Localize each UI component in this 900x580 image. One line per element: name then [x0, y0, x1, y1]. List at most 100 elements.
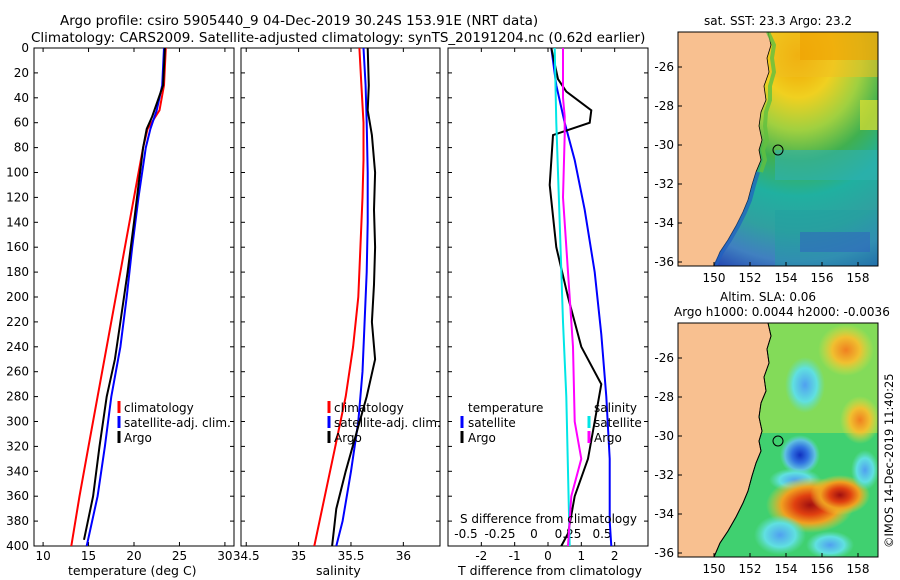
- x-tick-label: 2: [611, 549, 619, 563]
- legend-s-argo: Argo: [594, 431, 622, 445]
- x-tick-label: 20: [126, 549, 141, 563]
- map-y-tick-label: -36: [654, 255, 674, 269]
- sla-argo-location-marker: [772, 435, 784, 447]
- legend-argo: Argo: [334, 431, 362, 445]
- s-diff-tick-label: 0.5: [592, 527, 611, 541]
- temperature-series: [70, 48, 167, 546]
- temperature-panel: [33, 47, 235, 547]
- x-tick-labels: 10 15 20 25 30 34.5 35 35.5 36 -2 -1 0 1 2 -0.5 -0.25 0 0…: [35, 527, 618, 563]
- s-diff-tick-label: -0.5: [454, 527, 477, 541]
- depth-tick-label: 40: [14, 91, 29, 105]
- depth-tick-label: 140: [6, 215, 29, 229]
- depth-tick-label: 260: [6, 365, 29, 379]
- x-tick-label: 10: [35, 549, 50, 563]
- legend-climatology: climatology: [334, 401, 404, 415]
- depth-tick-label: 0: [21, 41, 29, 55]
- series-line-climatology: [70, 48, 167, 546]
- map-x-tick-label: 150: [703, 562, 726, 576]
- sla-map-title-line2: Argo h1000: 0.0044 h2000: -0.0036: [674, 305, 890, 319]
- map-y-tick-label: -36: [654, 546, 674, 560]
- sla-map-ticks: -26 -28 -30 -32 -34 -36 150 152 154 156 158: [654, 351, 869, 576]
- depth-tick-label: 240: [6, 340, 29, 354]
- depth-tick-label: 160: [6, 240, 29, 254]
- sla-map-title-line1: Altim. SLA: 0.06: [720, 290, 816, 304]
- map-x-tick-label: 158: [847, 271, 870, 285]
- difference-legend: temperature salinity satellite Argo sate…: [460, 401, 642, 445]
- depth-tick-label: 220: [6, 315, 29, 329]
- depth-tick-label: 60: [14, 116, 29, 130]
- legend-s-satellite: satellite: [594, 416, 642, 430]
- salinity-series: [313, 48, 377, 546]
- sst-coastal-strip: [759, 32, 777, 173]
- map-x-tick-label: 152: [739, 562, 762, 576]
- salinity-legend: climatology satellite-adj. clim. Argo: [327, 401, 441, 445]
- difference-xlabel-top: S difference from climatology: [460, 512, 637, 526]
- map-y-tick-label: -28: [654, 390, 674, 404]
- s-diff-tick-label: -0.25: [484, 527, 515, 541]
- legend-satellite-adj: satellite-adj. clim.: [124, 416, 231, 430]
- series-line-s-argo: [561, 48, 583, 546]
- map-y-tick-label: -26: [654, 60, 674, 74]
- map-y-tick-label: -30: [654, 429, 674, 443]
- series-line-argo: [83, 48, 166, 541]
- map-x-tick-label: 154: [775, 562, 798, 576]
- x-tick-label: 0: [544, 549, 552, 563]
- depth-tick-label: 100: [6, 166, 29, 180]
- figure-title-line2: Climatology: CARS2009. Satellite-adjuste…: [31, 30, 645, 46]
- sst-map: [678, 32, 878, 266]
- difference-panel: [447, 47, 649, 547]
- sst-map-ticks: -26 -28 -30 -32 -34 -36 150 152 154 156 158: [654, 60, 869, 285]
- depth-tick-label: 340: [6, 464, 29, 478]
- imos-watermark: ©IMOS 14-Dec-2019 11:40:25: [882, 373, 896, 548]
- map-x-tick-label: 152: [739, 271, 762, 285]
- x-tick-label: 25: [172, 549, 187, 563]
- legend-temperature-header: temperature: [468, 401, 543, 415]
- map-x-tick-label: 154: [775, 271, 798, 285]
- temperature-xlabel: temperature (deg C): [68, 563, 197, 578]
- map-x-tick-label: 150: [703, 271, 726, 285]
- series-line-t-satellite: [550, 48, 613, 546]
- depth-axis-labels: 0 20 40 60 80 100 120 140 160 180 200 220 240 260 280 3…: [6, 41, 29, 553]
- sla-map: [678, 323, 878, 557]
- depth-tick-label: 180: [6, 265, 29, 279]
- map-x-tick-label: 158: [847, 562, 870, 576]
- x-tick-label: 36: [396, 549, 411, 563]
- map-y-tick-label: -32: [654, 177, 674, 191]
- x-tick-label: 1: [578, 549, 586, 563]
- legend-t-satellite: satellite: [468, 416, 516, 430]
- salinity-panel: [240, 47, 441, 547]
- sst-map-title: sat. SST: 23.3 Argo: 23.2: [704, 14, 852, 28]
- difference-xlabel: T difference from climatology: [457, 563, 643, 578]
- map-y-tick-label: -30: [654, 138, 674, 152]
- figure-title-line1: Argo profile: csiro 5905440_9 04-Dec-201…: [60, 13, 538, 29]
- sst-argo-location-marker: [772, 144, 784, 156]
- depth-tick-label: 380: [6, 514, 29, 528]
- legend-argo: Argo: [124, 431, 152, 445]
- series-line-s-satellite: [553, 48, 571, 546]
- legend-climatology: climatology: [124, 401, 194, 415]
- map-y-tick-label: -34: [654, 507, 674, 521]
- depth-tick-label: 80: [14, 141, 29, 155]
- x-tick-label: 15: [81, 549, 96, 563]
- depth-tick-label: 300: [6, 415, 29, 429]
- depth-tick-label: 20: [14, 66, 29, 80]
- s-diff-tick-label: 0: [530, 527, 538, 541]
- x-tick-label: 35.5: [338, 549, 365, 563]
- map-y-tick-label: -32: [654, 468, 674, 482]
- depth-tick-label: 320: [6, 439, 29, 453]
- axis-ticks: [34, 47, 648, 547]
- x-tick-label: -1: [509, 549, 521, 563]
- series-line-climatology: [313, 48, 365, 546]
- legend-t-argo: Argo: [468, 431, 496, 445]
- series-line-satellite-adj-clim-: [85, 48, 165, 546]
- x-tick-label: -2: [475, 549, 487, 563]
- series-line-argo: [331, 48, 377, 546]
- map-y-tick-label: -34: [654, 216, 674, 230]
- temperature-legend: climatology satellite-adj. clim. Argo: [117, 401, 231, 445]
- x-tick-label: 34.5: [233, 549, 260, 563]
- map-y-tick-label: -26: [654, 351, 674, 365]
- difference-series: [548, 48, 613, 546]
- series-line-satellite-adj-clim-: [335, 48, 369, 546]
- legend-satellite-adj: satellite-adj. clim.: [334, 416, 441, 430]
